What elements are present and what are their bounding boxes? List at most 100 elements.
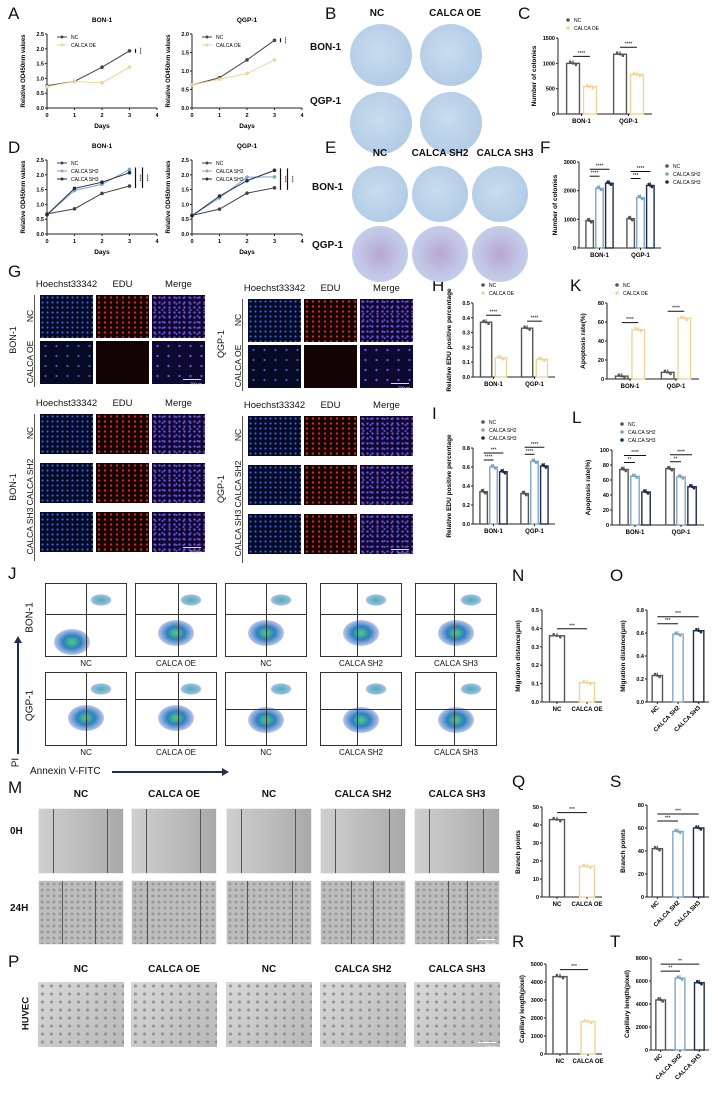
replicate-point	[582, 863, 585, 867]
replicate-point	[639, 329, 643, 333]
replicate-point	[533, 460, 536, 463]
y-tick-label: 1000	[531, 1034, 543, 1040]
replicate-point	[650, 185, 654, 189]
chart-svg: 0.0 0.1 0.2 0.3 0.4 0.5 Migration distance(μm)…	[515, 608, 603, 713]
replicate-point	[681, 477, 685, 480]
wound-image-0h	[414, 808, 500, 874]
legend-marker	[620, 430, 624, 434]
row-bracket	[34, 295, 35, 387]
y-tick-label: 0.2	[531, 663, 539, 669]
quadrant-line	[357, 673, 358, 745]
y-tick-label: 2000	[636, 1025, 648, 1031]
significance-label: ***	[569, 807, 575, 813]
data-point	[272, 175, 277, 179]
quadrant-line	[178, 584, 179, 656]
wound-edge	[200, 881, 201, 944]
chart-l: 0 20 40 60 80 100 Apoptosis rate(%) BON-1 QGP-1 *…	[580, 418, 710, 543]
g-cell-line-label: BON-1	[8, 472, 18, 501]
replicate-point	[484, 320, 488, 324]
fluorescence-image	[96, 341, 149, 384]
bar	[619, 468, 629, 526]
fluorescence-image: 200μm	[152, 341, 205, 386]
chart-t: 0 2000 4000 6000 8000 Capillary length(pixel)…	[613, 948, 713, 1096]
quadrant-line	[321, 614, 401, 615]
fluorescence-image	[96, 512, 149, 552]
x-tick-label: 0	[45, 239, 48, 245]
replicate-point	[502, 357, 505, 361]
p-col-label: CALCA SH3	[428, 964, 486, 975]
legend-marker	[205, 169, 209, 173]
replicate-point	[544, 466, 548, 469]
replicate-point	[663, 369, 667, 373]
replicate-point	[608, 181, 611, 185]
g-channel-label: Merge	[165, 398, 192, 409]
significance-label: **	[674, 456, 678, 462]
chart-r: 0 1000 2000 3000 4000 5000 Capillary length(pi…	[508, 952, 608, 1070]
legend-label: NC	[71, 161, 79, 167]
replicate-point	[649, 184, 652, 187]
wound-edge	[146, 809, 147, 873]
x-tick-label: 4	[300, 113, 304, 119]
fluorescence-image	[152, 295, 205, 338]
replicate-point	[658, 675, 661, 679]
x-tick-label: BON-1	[484, 529, 503, 535]
y-axis-label: Relative EDU positive percentage	[446, 288, 453, 392]
replicate-point	[615, 51, 619, 55]
replicate-point	[534, 461, 538, 465]
y-axis-label: Number of colonies	[531, 45, 538, 106]
y-tick-label: 0.6	[462, 465, 470, 471]
replicate-point	[657, 997, 660, 1000]
significance-label: ****	[290, 176, 295, 183]
y-tick-label: 0.0	[462, 522, 470, 528]
e-col-nc: NC	[372, 148, 388, 159]
m-col-label: NC	[261, 789, 277, 800]
legend-label: NC	[216, 35, 224, 41]
replicate-point	[666, 371, 670, 374]
legend-marker	[481, 283, 485, 287]
g-channel-label: Merge	[373, 400, 400, 411]
cell-population	[180, 683, 202, 695]
y-axis-label: Capillary length(pixel)	[624, 970, 631, 1038]
data-point	[127, 184, 132, 188]
tube-formation-image: 100μm	[414, 982, 500, 1049]
cell-population	[270, 683, 292, 695]
y-tick-label: 3000	[531, 998, 543, 1004]
series-line	[191, 176, 275, 217]
x-tick-label: 1	[73, 113, 76, 119]
replicate-point	[497, 354, 500, 358]
series-line	[191, 187, 275, 216]
fluorescence-image	[40, 295, 93, 338]
y-tick-label: 2.0	[36, 173, 44, 179]
fluorescence-image: 200μm	[360, 345, 413, 390]
bar	[494, 357, 508, 378]
y-tick-label: 100	[600, 448, 609, 454]
x-tick-label: CALCA OE	[572, 1059, 603, 1065]
panel-label-t: T	[610, 932, 621, 951]
legend-marker	[60, 161, 64, 165]
x-tick-label: QGP-1	[525, 382, 544, 388]
g-channel-label: Hoechst33342	[35, 398, 98, 409]
replicate-point	[589, 1021, 593, 1025]
cell-population	[90, 594, 112, 606]
g-cell-line-label: QGP-1	[216, 330, 226, 359]
x-tick-label: BON-1	[626, 530, 645, 536]
e-col-sh2: CALCA SH2	[411, 148, 469, 159]
replicate-point	[492, 465, 495, 469]
quadrant-line	[266, 584, 267, 656]
replicate-point	[620, 466, 624, 470]
replicate-point	[698, 981, 701, 985]
flow-cytometry-plot	[135, 672, 217, 746]
significance-label: ****	[625, 42, 633, 48]
g-row-label: CALCA OE	[233, 344, 243, 387]
replicate-point	[559, 819, 562, 823]
wound-edge	[95, 881, 96, 944]
y-tick-label: 4000	[531, 980, 543, 986]
replicate-point	[552, 632, 555, 636]
x-tick-label: QGP-1	[525, 529, 544, 535]
x-tick-label: NC	[553, 902, 562, 908]
j-row-qgp1: QGP-1	[24, 689, 36, 722]
m-col-label: CALCA SH2	[334, 789, 392, 800]
colony-dish-image	[420, 24, 482, 86]
x-axis-label: Days	[239, 123, 255, 130]
panel-label-a: A	[8, 4, 20, 23]
